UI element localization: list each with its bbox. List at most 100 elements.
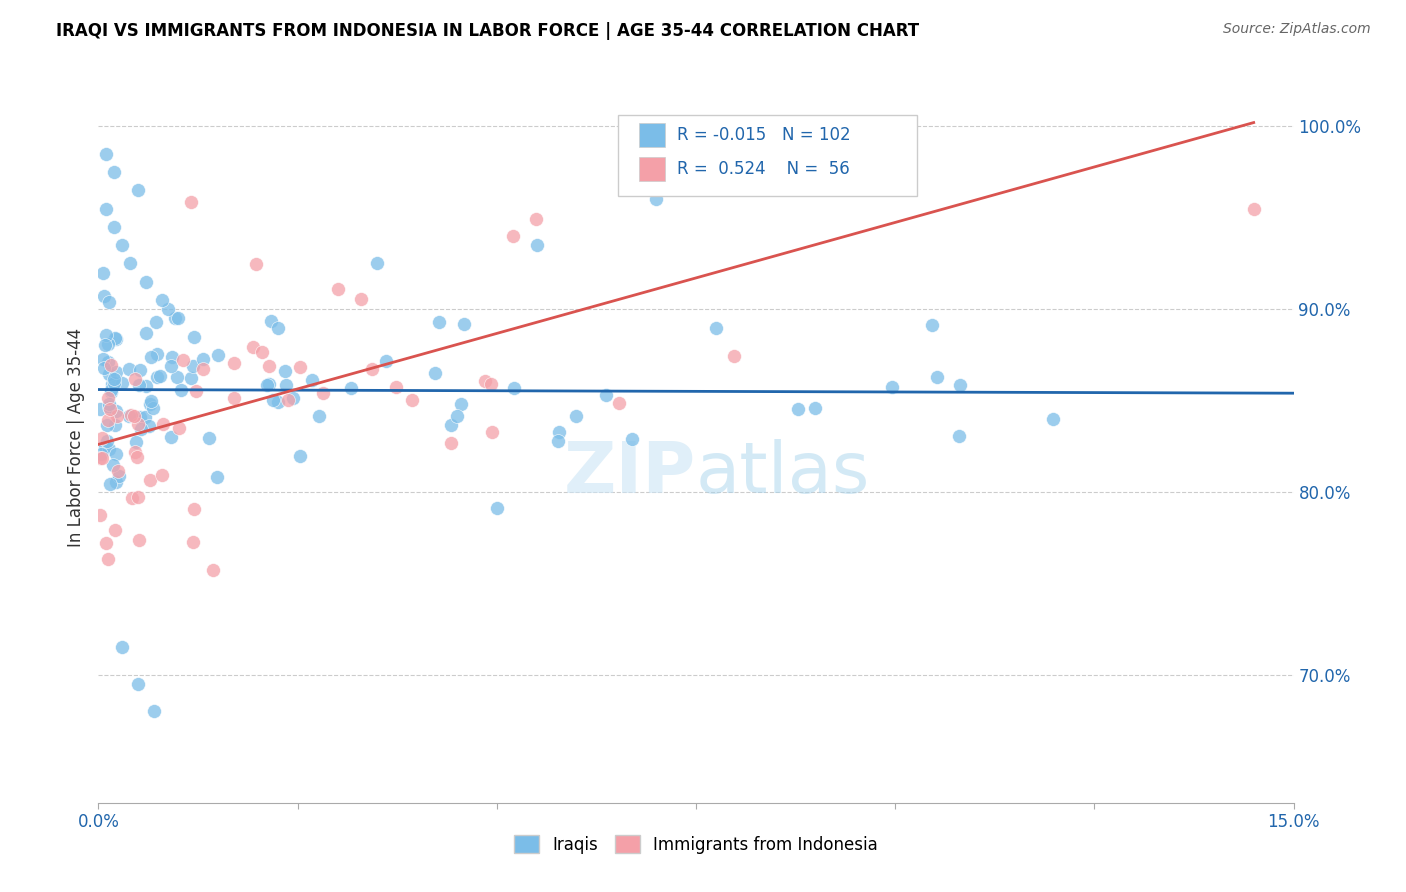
Point — [104, 365, 127, 379]
Point — [91, 431, 114, 445]
Point — [127, 450, 149, 464]
Point — [207, 348, 229, 362]
Point — [921, 318, 943, 332]
Point — [526, 238, 548, 252]
Point — [222, 391, 245, 405]
Point — [787, 402, 810, 417]
Point — [138, 419, 160, 434]
Point — [96, 434, 118, 448]
Point — [104, 523, 127, 537]
Point — [111, 640, 134, 655]
Point — [141, 350, 163, 364]
Point — [131, 422, 153, 436]
Point — [149, 369, 172, 384]
Point — [547, 434, 569, 449]
Point — [94, 338, 117, 352]
Point — [143, 704, 166, 718]
Point — [94, 327, 117, 342]
Text: R = -0.015   N = 102: R = -0.015 N = 102 — [676, 126, 851, 144]
Point — [446, 409, 468, 424]
Point — [274, 363, 297, 377]
Point — [704, 320, 727, 334]
Point — [118, 409, 141, 424]
Point — [118, 361, 141, 376]
Point — [205, 470, 228, 484]
Point — [124, 445, 146, 459]
Point — [129, 362, 152, 376]
Point — [152, 417, 174, 432]
Point — [89, 401, 111, 416]
Point — [103, 376, 125, 391]
Point — [128, 378, 150, 392]
Point — [440, 435, 463, 450]
Point — [340, 381, 363, 395]
Point — [107, 464, 129, 478]
Point — [645, 192, 668, 206]
Point — [90, 447, 112, 461]
Point — [621, 433, 644, 447]
Point — [105, 409, 128, 423]
Point — [301, 373, 323, 387]
Point — [97, 355, 120, 369]
Point — [180, 195, 202, 210]
Point — [401, 392, 423, 407]
Point — [139, 473, 162, 487]
Point — [107, 469, 129, 483]
Point — [89, 451, 111, 466]
Point — [157, 301, 180, 316]
Point — [104, 332, 127, 346]
Point — [180, 371, 202, 385]
Point — [274, 377, 297, 392]
Point — [100, 383, 122, 397]
Point — [474, 374, 496, 388]
Point — [350, 292, 373, 306]
Point — [100, 402, 122, 417]
Point — [160, 350, 183, 364]
Point — [96, 417, 118, 432]
Point — [89, 508, 111, 523]
Point — [127, 490, 149, 504]
Point — [100, 376, 122, 391]
Point — [277, 393, 299, 408]
Point — [135, 275, 157, 289]
Point — [481, 425, 503, 439]
Point — [256, 378, 278, 392]
Point — [260, 314, 283, 328]
Point — [360, 361, 382, 376]
Text: ZIP: ZIP — [564, 439, 696, 508]
Point — [104, 447, 127, 461]
Point — [111, 238, 134, 252]
Point — [949, 378, 972, 392]
Point — [150, 468, 173, 483]
Point — [93, 289, 115, 303]
Point — [384, 380, 406, 394]
Point — [266, 395, 288, 409]
Point — [145, 369, 167, 384]
Point — [97, 337, 120, 351]
Point — [326, 281, 349, 295]
Point — [366, 256, 388, 270]
Point — [105, 475, 128, 489]
Point — [124, 372, 146, 386]
Point — [139, 394, 162, 409]
Point — [101, 458, 124, 472]
Point — [91, 266, 114, 280]
Text: Source: ZipAtlas.com: Source: ZipAtlas.com — [1223, 22, 1371, 37]
Point — [290, 360, 312, 375]
Point — [150, 293, 173, 307]
Point — [125, 434, 148, 449]
Point — [222, 357, 245, 371]
Point — [120, 256, 142, 270]
Point — [183, 502, 205, 516]
Point — [450, 397, 472, 411]
Point — [146, 347, 169, 361]
Point — [97, 551, 120, 566]
Point — [145, 315, 167, 329]
Point — [288, 449, 311, 463]
Point — [526, 212, 548, 227]
Point — [159, 430, 181, 444]
Point — [93, 361, 115, 376]
Point — [142, 401, 165, 415]
Point — [120, 408, 142, 422]
Point — [160, 359, 183, 373]
